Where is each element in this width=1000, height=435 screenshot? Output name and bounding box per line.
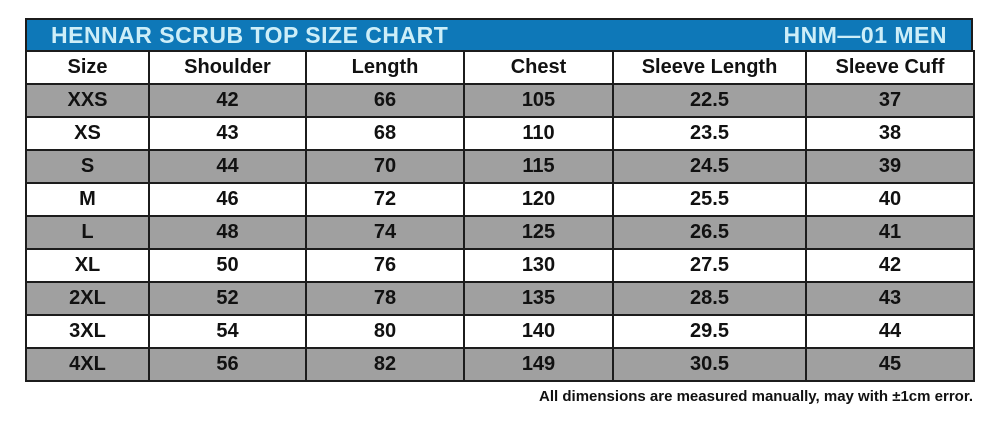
value-cell: 50 [148, 248, 307, 283]
value-cell: 27.5 [612, 248, 807, 283]
column-header-size: Size [25, 50, 150, 85]
value-cell: 37 [805, 83, 975, 118]
page-title: HENNAR SCRUB TOP SIZE CHART [51, 22, 449, 48]
table-row: 2XL 52 78 135 28.5 43 [25, 281, 975, 316]
column-header-sleeve-length: Sleeve Length [612, 50, 807, 85]
column-header-length: Length [305, 50, 465, 85]
value-cell: 44 [148, 149, 307, 184]
size-chart-sheet: HENNAR SCRUB TOP SIZE CHART HNM—01 MEN S… [25, 18, 975, 405]
value-cell: 54 [148, 314, 307, 349]
size-cell: M [25, 182, 150, 217]
size-cell: 2XL [25, 281, 150, 316]
value-cell: 43 [148, 116, 307, 151]
value-cell: 80 [305, 314, 465, 349]
value-cell: 39 [805, 149, 975, 184]
table-body: XXS 42 66 105 22.5 37 XS 43 68 110 23.5 38 S 44 70 115 2… [25, 83, 975, 382]
value-cell: 52 [148, 281, 307, 316]
column-header-sleeve-cuff: Sleeve Cuff [805, 50, 975, 85]
table-row: XXS 42 66 105 22.5 37 [25, 83, 975, 118]
value-cell: 22.5 [612, 83, 807, 118]
table-row: 4XL 56 82 149 30.5 45 [25, 347, 975, 382]
value-cell: 68 [305, 116, 465, 151]
measurement-disclaimer: All dimensions are measured manually, ma… [539, 388, 973, 405]
value-cell: 23.5 [612, 116, 807, 151]
value-cell: 130 [463, 248, 614, 283]
size-cell: 4XL [25, 347, 150, 382]
value-cell: 110 [463, 116, 614, 151]
model-code: HNM—01 MEN [783, 22, 947, 48]
size-cell: XXS [25, 83, 150, 118]
value-cell: 26.5 [612, 215, 807, 250]
value-cell: 30.5 [612, 347, 807, 382]
value-cell: 135 [463, 281, 614, 316]
value-cell: 42 [805, 248, 975, 283]
value-cell: 25.5 [612, 182, 807, 217]
column-header-chest: Chest [463, 50, 614, 85]
value-cell: 74 [305, 215, 465, 250]
value-cell: 41 [805, 215, 975, 250]
value-cell: 24.5 [612, 149, 807, 184]
value-cell: 28.5 [612, 281, 807, 316]
size-cell: XL [25, 248, 150, 283]
value-cell: 149 [463, 347, 614, 382]
size-cell: L [25, 215, 150, 250]
value-cell: 66 [305, 83, 465, 118]
value-cell: 115 [463, 149, 614, 184]
value-cell: 45 [805, 347, 975, 382]
value-cell: 120 [463, 182, 614, 217]
table-row: XL 50 76 130 27.5 42 [25, 248, 975, 283]
table-row: L 48 74 125 26.5 41 [25, 215, 975, 250]
value-cell: 44 [805, 314, 975, 349]
table-row: XS 43 68 110 23.5 38 [25, 116, 975, 151]
size-cell: S [25, 149, 150, 184]
value-cell: 46 [148, 182, 307, 217]
title-bar: HENNAR SCRUB TOP SIZE CHART HNM—01 MEN [25, 18, 973, 50]
value-cell: 42 [148, 83, 307, 118]
value-cell: 70 [305, 149, 465, 184]
value-cell: 76 [305, 248, 465, 283]
value-cell: 48 [148, 215, 307, 250]
size-chart-table: Size Shoulder Length Chest Sleeve Length… [25, 50, 975, 382]
value-cell: 40 [805, 182, 975, 217]
value-cell: 140 [463, 314, 614, 349]
size-cell: 3XL [25, 314, 150, 349]
table-row: 3XL 54 80 140 29.5 44 [25, 314, 975, 349]
value-cell: 125 [463, 215, 614, 250]
table-row: S 44 70 115 24.5 39 [25, 149, 975, 184]
value-cell: 72 [305, 182, 465, 217]
value-cell: 78 [305, 281, 465, 316]
header-row: Size Shoulder Length Chest Sleeve Length… [25, 50, 975, 85]
table-row: M 46 72 120 25.5 40 [25, 182, 975, 217]
value-cell: 82 [305, 347, 465, 382]
value-cell: 38 [805, 116, 975, 151]
value-cell: 56 [148, 347, 307, 382]
size-cell: XS [25, 116, 150, 151]
value-cell: 105 [463, 83, 614, 118]
column-header-shoulder: Shoulder [148, 50, 307, 85]
value-cell: 43 [805, 281, 975, 316]
value-cell: 29.5 [612, 314, 807, 349]
